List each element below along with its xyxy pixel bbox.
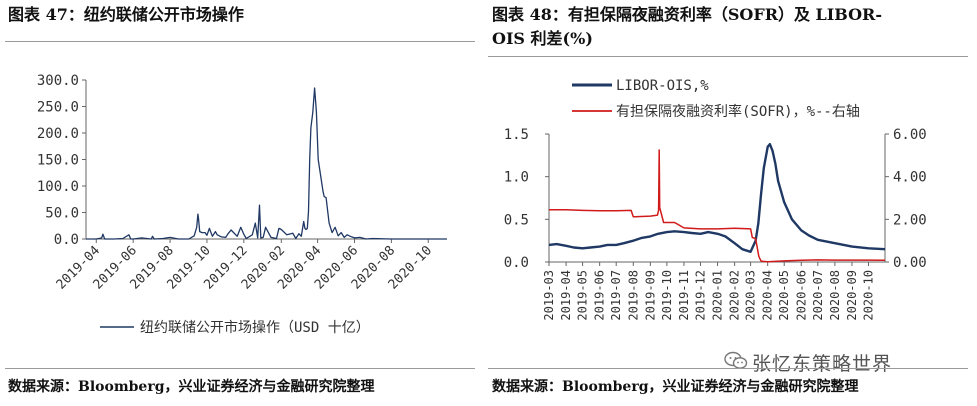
right-x-tick-label: 2019-12	[693, 270, 707, 321]
left-legend-label: 纽约联储公开市场操作（USD 十亿）	[140, 319, 370, 336]
right-y2-tick-label: 6.00	[893, 127, 927, 143]
right-chart-title-line2: OIS 利差(%)	[492, 29, 593, 48]
right-x-tick-label: 2019-11	[677, 270, 691, 321]
right-source-rule	[488, 368, 968, 369]
right-y2-tick-label: 0.00	[893, 255, 927, 271]
right-x-tick-label: 2020-01	[711, 270, 725, 321]
left-y-tick-label: 150.0	[37, 153, 79, 169]
right-y-tick-label: 1.0	[504, 170, 529, 186]
right-x-tick-label: 2020-08	[828, 270, 842, 321]
right-y2-tick-label: 4.00	[893, 170, 927, 186]
right-x-tick-label: 2019-06	[593, 270, 607, 321]
right-x-tick-label: 2020-04	[761, 270, 775, 321]
left-y-tick-label: 300.0	[37, 73, 79, 89]
left-y-tick-label: 200.0	[37, 126, 79, 142]
left-chart-title: 图表 47：纽约联储公开市场操作	[8, 5, 244, 24]
left-y-tick-label: 50.0	[45, 206, 79, 222]
nyfed-omo-chart: 300.0250.0200.0150.0100.050.00.02019-042…	[37, 73, 447, 336]
right-x-tick-label: 2019-05	[576, 270, 590, 321]
sofr-legend-label: 有担保隔夜融资利率(SOFR)，%--右轴	[616, 103, 860, 120]
watermark-text: 张忆东策略世界	[752, 353, 893, 375]
left-series-line	[86, 87, 447, 240]
sofr-line	[549, 149, 886, 263]
right-y-tick-label: 0.0	[504, 255, 529, 271]
left-y-tick-label: 100.0	[37, 179, 79, 195]
right-x-tick-label: 2020-03	[744, 270, 758, 321]
right-x-tick-label: 2019-03	[542, 270, 556, 321]
left-source-rule	[5, 368, 475, 369]
right-y-tick-label: 0.5	[504, 212, 529, 228]
right-x-tick-label: 2019-10	[660, 270, 674, 321]
right-x-tick-label: 2019-09	[643, 270, 657, 321]
right-source-note: 数据来源：Bloomberg，兴业证券经济与金融研究院整理	[492, 379, 859, 395]
libor-ois-legend-label: LIBOR-OIS,%	[616, 78, 709, 94]
left-title-rule	[5, 41, 475, 42]
right-x-tick-label: 2020-02	[728, 270, 742, 321]
left-y-tick-label: 250.0	[37, 100, 79, 116]
right-title-rule	[488, 56, 968, 57]
right-y2-tick-label: 2.00	[893, 212, 927, 228]
libor-ois-line	[548, 142, 886, 254]
right-x-tick-label: 2020-06	[794, 270, 808, 321]
right-y-tick-label: 1.5	[504, 127, 529, 143]
right-x-tick-label: 2019-04	[559, 270, 573, 321]
right-x-tick-label: 2020-09	[845, 270, 859, 321]
right-chart-title-line1: 图表 48：有担保隔夜融资利率（SOFR）及 LIBOR-	[492, 5, 882, 24]
right-x-tick-label: 2020-07	[811, 270, 825, 321]
right-x-tick-label: 2020-10	[861, 270, 875, 321]
right-x-tick-label: 2020-05	[777, 270, 791, 321]
right-x-tick-label: 2019-08	[626, 270, 640, 321]
left-source-note: 数据来源：Bloomberg，兴业证券经济与金融研究院整理	[8, 379, 375, 395]
right-x-tick-label: 2019-07	[609, 270, 623, 321]
left-y-tick-label: 0.0	[54, 232, 79, 248]
wechat-icon	[724, 351, 748, 369]
